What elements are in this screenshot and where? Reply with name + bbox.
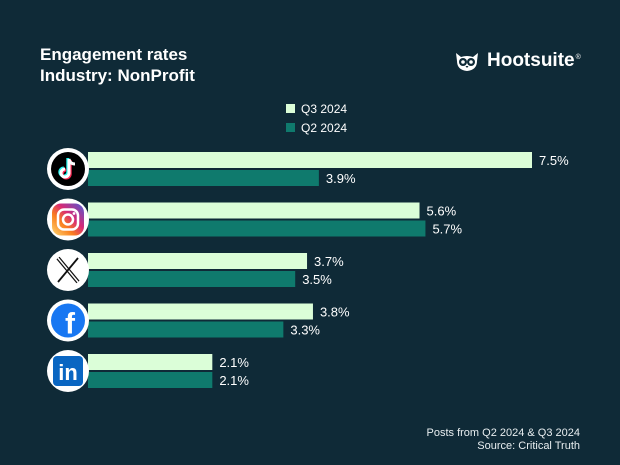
bar-group-instagram: 5.6% 5.7% [88, 202, 463, 237]
x-icon [47, 249, 89, 291]
data-label: 3.5% [302, 272, 332, 287]
bar [88, 152, 532, 168]
legend-swatch-q2 [286, 123, 295, 132]
legend-label: Q2 2024 [301, 121, 347, 135]
icon-shape [72, 212, 76, 215]
icon-bg [51, 303, 85, 338]
legend-label: Q3 2024 [301, 102, 347, 116]
icon-shape [61, 213, 75, 226]
data-label: 5.6% [427, 204, 457, 219]
data-label: 3.7% [314, 254, 344, 269]
bar-group-tiktok: 7.5% 3.9% [88, 152, 569, 186]
legend-swatch-q3 [286, 104, 295, 113]
chart-footer: Posts from Q2 2024 & Q3 2024 Source: Cri… [427, 427, 580, 453]
bar [88, 271, 296, 287]
data-label: 3.3% [290, 323, 320, 338]
footer-source: Source: Critical Truth [477, 440, 580, 452]
chart-title-block: Engagement rates Industry: NonProfit [40, 44, 195, 86]
bar [88, 354, 213, 370]
facebook-icon: f [47, 299, 89, 342]
bar [88, 170, 319, 186]
owl-logo-icon [456, 53, 478, 71]
brand-name: Hootsuite® [487, 50, 581, 71]
data-label: 2.1% [219, 355, 249, 370]
bar [88, 321, 284, 338]
legend: Q3 2024 Q2 2024 [286, 102, 347, 135]
data-label: 3.9% [326, 171, 356, 186]
icon-shape: f [65, 308, 76, 341]
footer-posts-note: Posts from Q2 2024 & Q3 2024 [426, 427, 580, 439]
bar [88, 303, 313, 320]
data-label: 3.8% [320, 305, 350, 320]
icon-shape: in [58, 360, 78, 385]
bar [88, 202, 420, 219]
data-label: 5.7% [432, 222, 462, 237]
linkedin-icon: in [47, 350, 89, 392]
bar-group-linkedin: 2.1% 2.1% [88, 354, 249, 388]
chart-title: Engagement rates [40, 45, 188, 64]
data-label: 2.1% [219, 373, 249, 388]
icon-shape [57, 257, 79, 283]
icon-shape [67, 158, 76, 166]
chart-subtitle: Industry: NonProfit [40, 66, 195, 85]
bar [88, 253, 308, 269]
icon-shape [56, 208, 80, 231]
bar [88, 220, 426, 237]
icon-bg [53, 356, 83, 386]
bar-group-x: 3.7% 3.5% [88, 253, 344, 287]
bar [88, 372, 213, 388]
icon-shape [59, 159, 71, 179]
tiktok-icon [47, 148, 89, 190]
bar-group-facebook: 3.8%3.3% [88, 303, 350, 338]
instagram-icon [47, 198, 89, 241]
data-label: 7.5% [539, 153, 569, 168]
hootsuite-logo: Hootsuite® [453, 49, 581, 73]
